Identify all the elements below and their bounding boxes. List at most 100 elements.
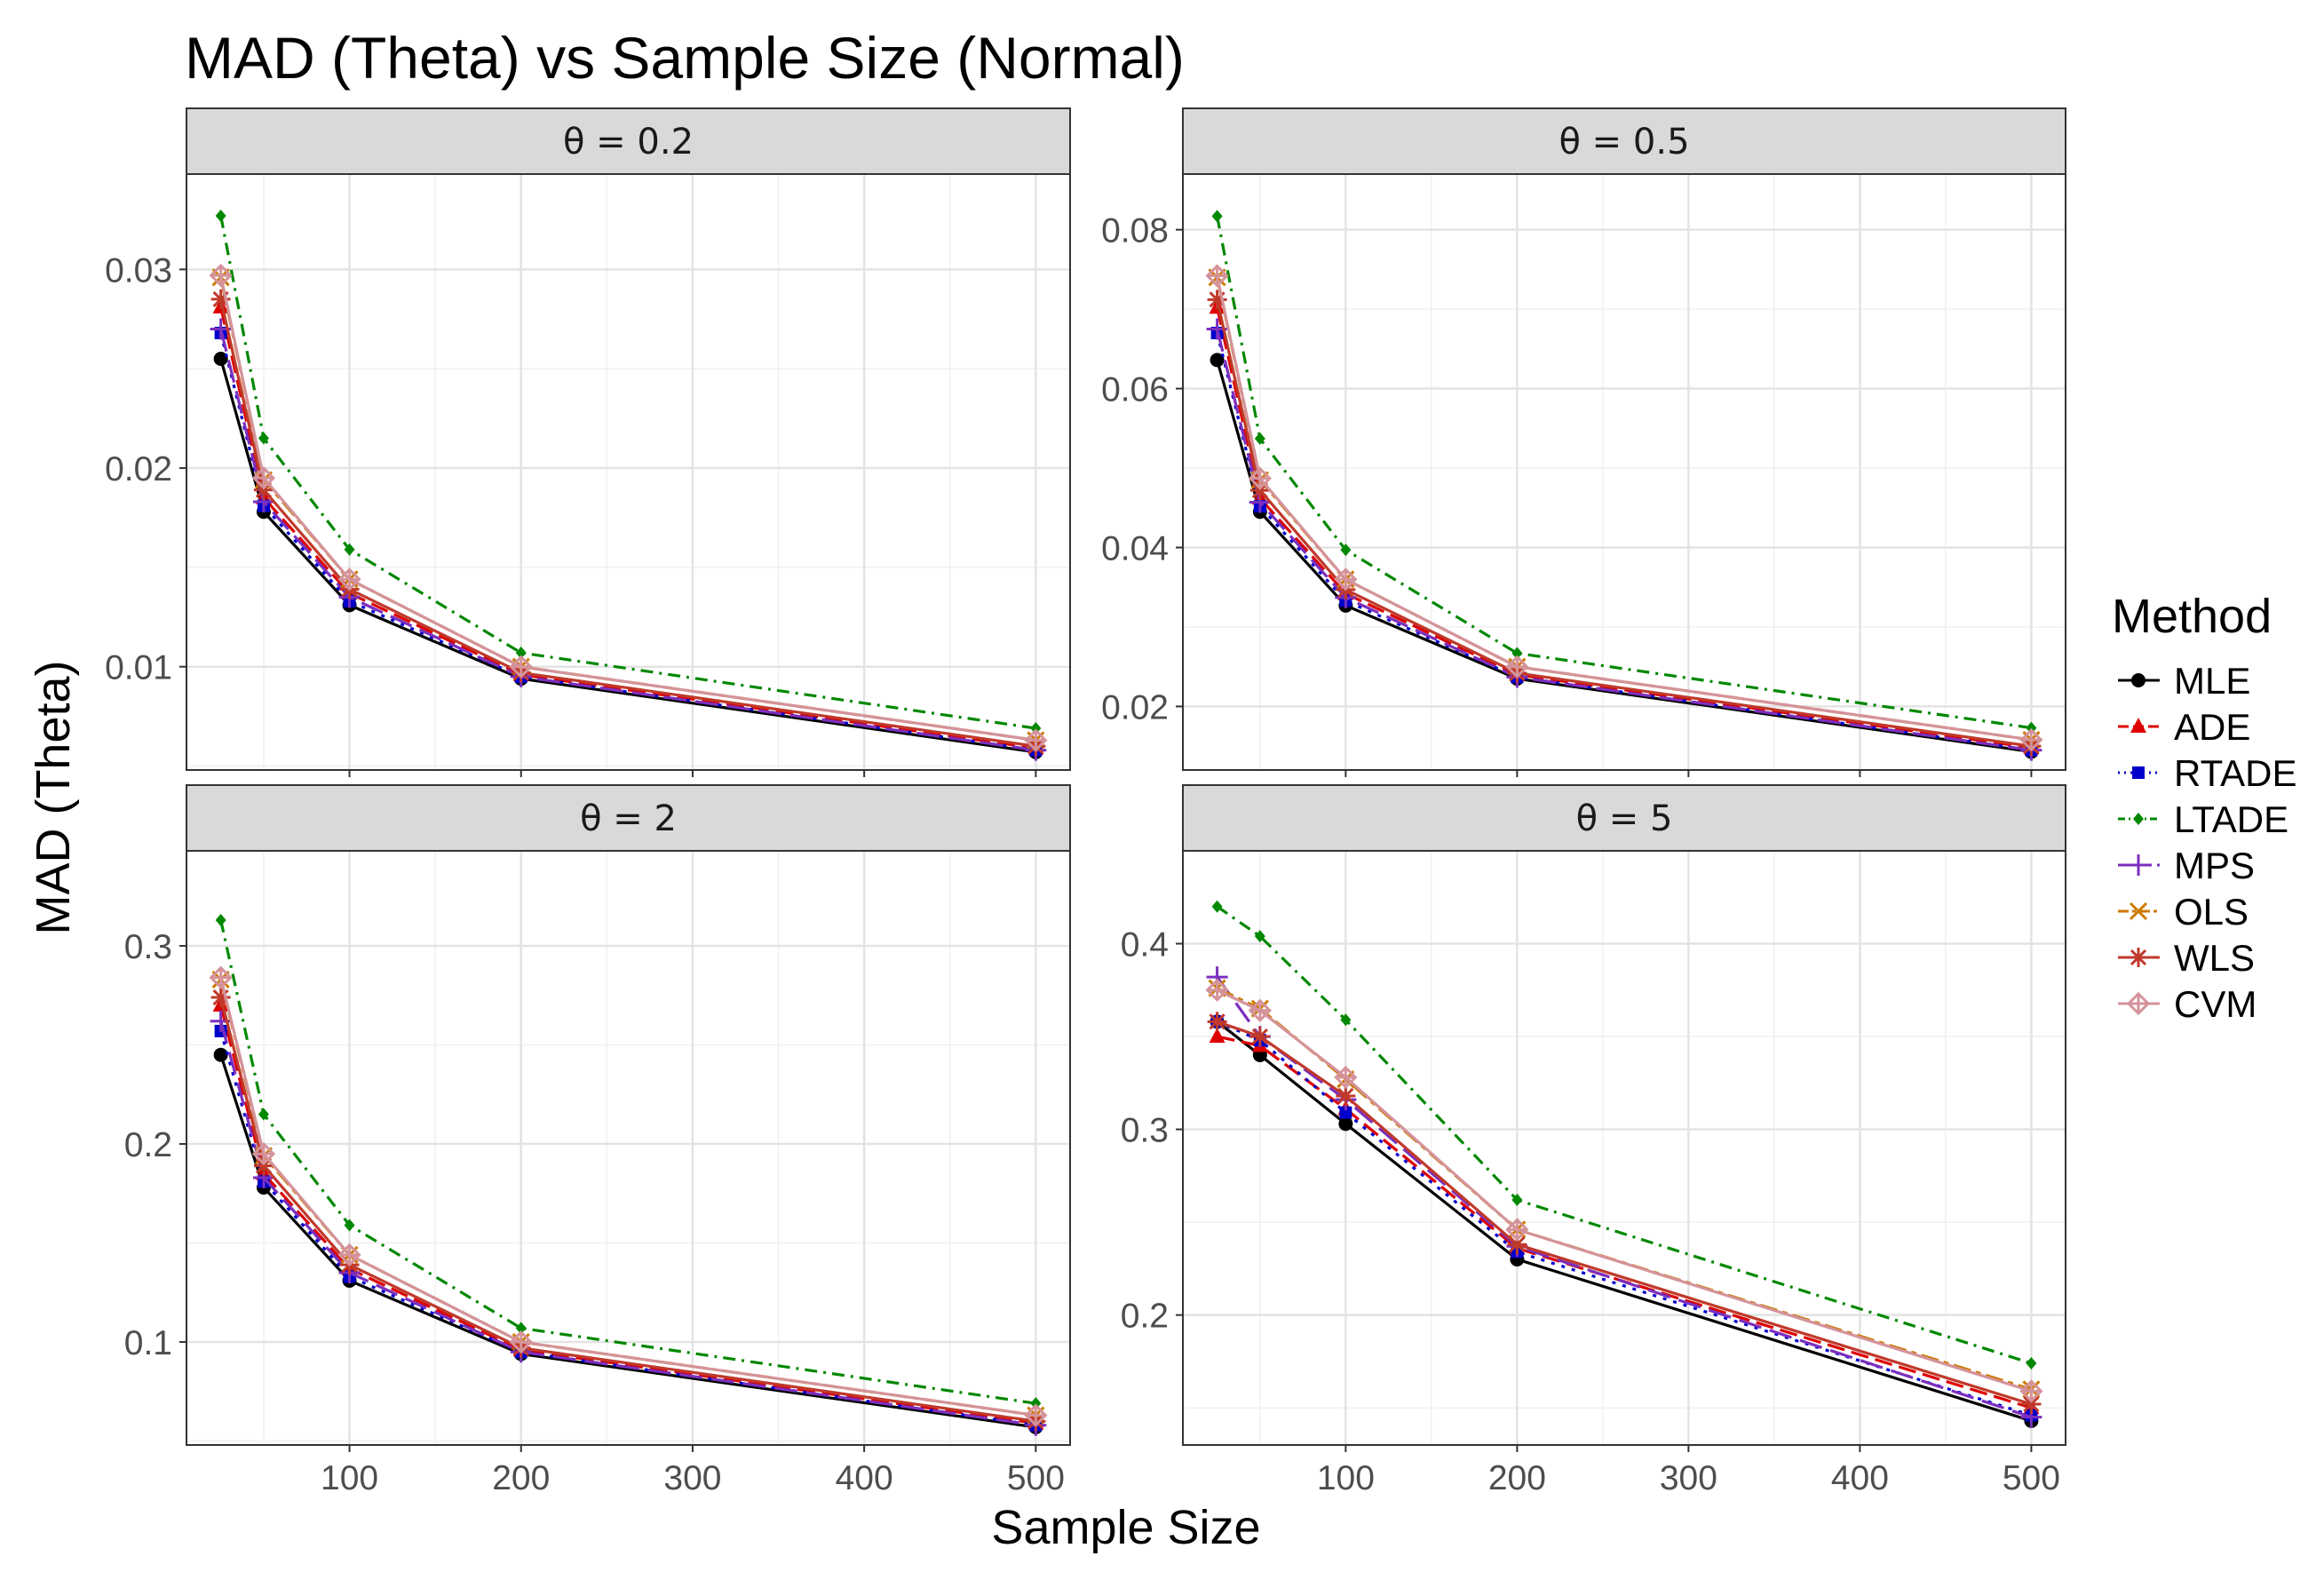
- data-point-mle: [1338, 1116, 1353, 1131]
- facet-strip: [186, 784, 1071, 852]
- data-point-wls: [253, 1155, 274, 1176]
- y-tick-label: 0.02: [105, 450, 172, 488]
- data-point-cvm: [2019, 1379, 2043, 1403]
- facet-strip: [1182, 784, 2066, 852]
- facet-panel-3: θ = 2 0.1 0.2 0.3 100 200 300 400 500: [124, 784, 1071, 1497]
- x-tick-label: 200: [492, 1459, 550, 1497]
- series-ltade: [215, 209, 1042, 735]
- y-axis-title: MAD (Theta): [27, 660, 80, 934]
- series-cvm: [209, 965, 1048, 1427]
- series-line-rtade: [1216, 332, 2032, 752]
- data-point-cvm: [337, 1243, 361, 1267]
- series-wls: [1207, 1012, 2042, 1415]
- x-axis-title: Sample Size: [991, 1501, 1260, 1554]
- data-point-wls: [1507, 1235, 1527, 1255]
- legend-item-ade: ADE: [2118, 706, 2250, 748]
- data-point-wls: [1249, 480, 1270, 501]
- gridlines: [186, 174, 1070, 770]
- data-point-cvm: [1248, 998, 1272, 1022]
- x-tick-label: 200: [1488, 1459, 1546, 1497]
- data-point-cvm: [1334, 568, 1358, 591]
- data-point-cvm: [337, 568, 361, 591]
- y-tick-label: 0.2: [1121, 1298, 1169, 1336]
- facet-strip: [186, 107, 1071, 175]
- data-point-cvm: [209, 263, 233, 288]
- plot-area: [186, 174, 1070, 770]
- data-point-cvm: [1505, 655, 1529, 679]
- data-point-ltade: [1211, 900, 1223, 913]
- series-group: [1205, 210, 2043, 761]
- data-point-wls: [210, 988, 231, 1008]
- legend-key-marker: [2129, 901, 2148, 921]
- data-point-ltade: [344, 1219, 355, 1232]
- series-cvm: [1205, 264, 2043, 752]
- gridlines: [1183, 174, 2066, 770]
- data-point-cvm: [2019, 727, 2043, 752]
- y-tick-label: 0.1: [124, 1324, 172, 1362]
- legend-label: ADE: [2174, 706, 2250, 748]
- x-tick-label: 400: [836, 1459, 893, 1497]
- data-point-wls: [1207, 1012, 1227, 1032]
- legend-item-mps: MPS: [2118, 845, 2255, 886]
- facet-panels: θ = 0.2 0.01 0.02 0.03 θ = 0.5 0.02 0.04 0.06 0.…: [105, 107, 2066, 1497]
- facet-panel-2: θ = 0.5 0.02 0.04 0.06 0.08: [1101, 107, 2066, 777]
- legend-item-wls: WLS: [2118, 937, 2255, 979]
- gridlines: [186, 851, 1070, 1445]
- y-tick-label: 0.02: [1101, 688, 1169, 726]
- series-group: [209, 914, 1048, 1436]
- data-point-ltade: [515, 647, 527, 660]
- legend-key-marker: [2132, 766, 2145, 779]
- data-point-ltade: [215, 209, 226, 222]
- panel-border: [186, 850, 1071, 1446]
- series-ltade: [1211, 210, 2037, 734]
- data-point-ltade: [258, 1108, 269, 1121]
- facet-panel-1: θ = 0.2 0.01 0.02 0.03: [105, 107, 1071, 777]
- panel-border: [1182, 173, 2066, 771]
- plot-area: [1183, 174, 2066, 770]
- data-point-cvm: [509, 1330, 533, 1354]
- data-point-cvm: [1024, 1403, 1048, 1427]
- series-group: [1205, 900, 2043, 1428]
- data-point-ltade: [215, 914, 226, 927]
- facet-strip-label: θ = 0.2: [563, 122, 694, 163]
- data-point-ltade: [1511, 1194, 1523, 1207]
- data-point-ltade: [1211, 210, 1223, 223]
- y-tick-label: 0.2: [124, 1126, 172, 1164]
- data-point-wls: [1249, 1027, 1270, 1047]
- x-tick-label: 400: [1831, 1459, 1889, 1497]
- series-ltade: [1211, 900, 2037, 1370]
- data-point-cvm: [1248, 466, 1272, 490]
- data-point-ltade: [1340, 1013, 1352, 1027]
- legend-key-marker: [2128, 854, 2149, 876]
- data-point-ltade: [1254, 930, 1265, 943]
- data-point-ltade: [1511, 647, 1523, 660]
- panel-border: [1182, 850, 2066, 1446]
- legend-title: Method: [2112, 590, 2272, 643]
- data-point-ltade: [344, 543, 355, 556]
- y-tick-label: 0.03: [105, 251, 172, 290]
- data-point-wls: [1336, 1085, 1356, 1106]
- data-point-cvm: [251, 466, 276, 490]
- data-point-ade: [1209, 1028, 1225, 1044]
- data-point-ltade: [515, 1322, 527, 1335]
- legend-key-marker: [2129, 948, 2148, 967]
- legend-item-ltade: LTADE: [2118, 798, 2288, 840]
- x-tick-label: 100: [1317, 1459, 1375, 1497]
- series-cvm: [209, 263, 1048, 752]
- plot-area: [1183, 851, 2066, 1445]
- legend-item-rtade: RTADE: [2118, 752, 2296, 794]
- data-point-rtade: [1339, 1106, 1352, 1119]
- series-cvm: [1205, 978, 2043, 1403]
- legend-label: CVM: [2174, 983, 2257, 1025]
- legend-label: OLS: [2174, 891, 2249, 933]
- y-tick-label: 0.06: [1101, 371, 1169, 409]
- legend-key-marker: [2130, 718, 2146, 733]
- data-point-wls: [2021, 1394, 2042, 1415]
- y-tick-label: 0.3: [124, 928, 172, 966]
- series-group: [209, 209, 1048, 761]
- legend-label: MPS: [2174, 845, 2255, 886]
- data-point-mle: [213, 352, 228, 367]
- data-point-mle: [213, 1047, 228, 1062]
